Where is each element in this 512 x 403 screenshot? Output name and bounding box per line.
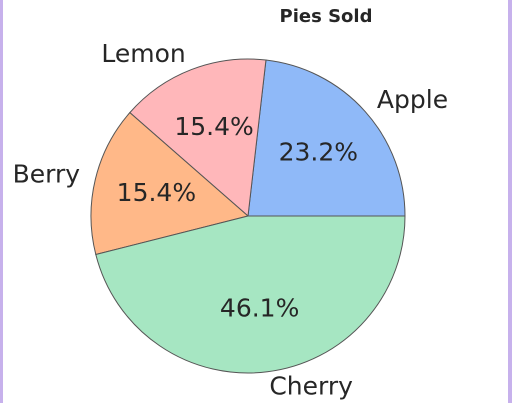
pie-slice	[129, 58, 267, 218]
pie-slice	[90, 111, 250, 256]
slice-percent: 15.4%	[117, 178, 196, 207]
slice-label: Berry	[13, 160, 81, 189]
chart: Pies Sold 23.2% Apple 15.4% Lemon 15.4% Berry…	[13, 6, 448, 400]
slice-percent: 15.4%	[174, 112, 253, 141]
slice-percent: 23.2%	[279, 137, 358, 166]
slice-label: Cherry	[269, 371, 353, 400]
pie-slice	[247, 59, 406, 217]
slice-label: Apple	[377, 85, 448, 114]
slice-percent: 46.1%	[220, 293, 299, 322]
pie-slice	[95, 215, 406, 374]
chart-title: Pies Sold	[280, 6, 373, 27]
slice-label: Lemon	[101, 39, 185, 68]
